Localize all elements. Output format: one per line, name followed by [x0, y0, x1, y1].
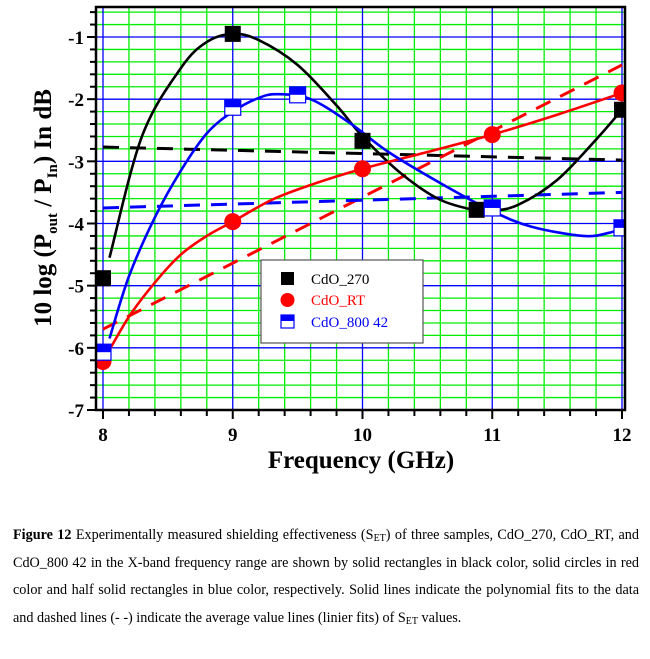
data-point-cdo-270	[224, 25, 241, 42]
legend-marker-square-filled-icon	[281, 272, 294, 285]
poly-fit-line-cdo-270	[108, 32, 623, 259]
half-filled-square-top	[484, 199, 501, 208]
y-tick-label: -2	[68, 90, 84, 111]
data-point-cdo-800-42	[224, 98, 242, 116]
plot-background	[96, 7, 625, 410]
data-point-cdo-rt	[224, 213, 242, 231]
figure-label: Figure 12	[13, 527, 72, 543]
y-tick-label: -4	[68, 215, 84, 236]
plot-frame	[94, 5, 627, 412]
legend-label-cdo-270: CdO_270	[311, 272, 369, 288]
y-axis-title-prefix: 10 log (P	[30, 234, 57, 327]
data-point-cdo-270	[354, 132, 371, 149]
data-point-cdo-rt	[354, 160, 371, 178]
data-point-cdo-800-42	[96, 343, 112, 361]
x-tick-label: 8	[98, 425, 108, 446]
half-filled-square-top	[289, 86, 306, 95]
y-tick-label: -5	[68, 277, 84, 298]
x-tick-label: 10	[353, 425, 372, 446]
legend-marker-half-filled-square-icon	[280, 314, 295, 329]
y-axis-title-suffix: ) In dB	[30, 89, 57, 164]
legend-marker-circle-filled-icon	[280, 293, 295, 307]
y-axis-title: 10 log (Pout / PIn) In dB	[30, 89, 61, 327]
poly-fit-line-cdo-800-42	[108, 92, 623, 339]
legend: CdO_270 CdO_RT CdO_800 42	[260, 259, 424, 344]
y-tick-label: -6	[68, 339, 84, 360]
caption-text-part-3: values.	[418, 609, 462, 626]
legend-label-cdo-800-42: CdO_800 42	[311, 315, 388, 331]
caption-subscript-et-1: ET	[373, 533, 386, 544]
x-tick-label: 12	[613, 425, 632, 446]
half-filled-square-top	[224, 99, 241, 108]
x-tick-label: 11	[483, 425, 501, 446]
y-tick-label: -1	[68, 28, 84, 49]
caption-text-part-1: Experimentally measured shielding effect…	[71, 527, 374, 543]
data-point-cdo-rt	[483, 126, 501, 144]
y-axis-title-sub-in: In	[45, 163, 61, 178]
legend-label-cdo-rt: CdO_RT	[311, 293, 365, 309]
shielding-effectiveness-chart: 8 9 10 11 12 -1 -2 -3 -4 -5 -6 -7 CdO_270 CdO_RT Cd…	[30, 5, 632, 474]
tick-labels: 8 9 10 11 12 -1 -2 -3 -4 -5 -6 -7	[68, 28, 631, 446]
series-layer	[96, 25, 625, 371]
data-point-cdo-270	[614, 101, 625, 118]
x-axis-title: Frequency (GHz)	[268, 447, 454, 474]
y-axis-title-sub-out: out	[45, 213, 61, 234]
data-point-cdo-800-42	[483, 199, 501, 217]
data-point-cdo-270	[468, 201, 485, 218]
y-tick-label: -3	[68, 152, 84, 173]
axis-ticks	[87, 11, 623, 419]
caption-text-part-2: ) of three samples, CdO_270, CdO_RT, and…	[13, 527, 639, 626]
data-point-cdo-rt	[613, 84, 625, 102]
y-axis-title-middle: / P	[30, 178, 57, 213]
caption-subscript-et-2: ET	[405, 615, 418, 627]
half-filled-square-top	[96, 344, 111, 353]
avg-line-cdo-270	[102, 145, 623, 162]
x-tick-label: 9	[228, 425, 238, 446]
data-point-cdo-800-42	[613, 219, 625, 237]
half-filled-square-top	[614, 219, 625, 228]
figure-caption: Figure 12 Experimentally measured shield…	[13, 522, 639, 632]
data-point-cdo-270	[96, 270, 111, 287]
data-point-cdo-800-42	[289, 86, 307, 104]
y-tick-label: -7	[68, 401, 84, 422]
